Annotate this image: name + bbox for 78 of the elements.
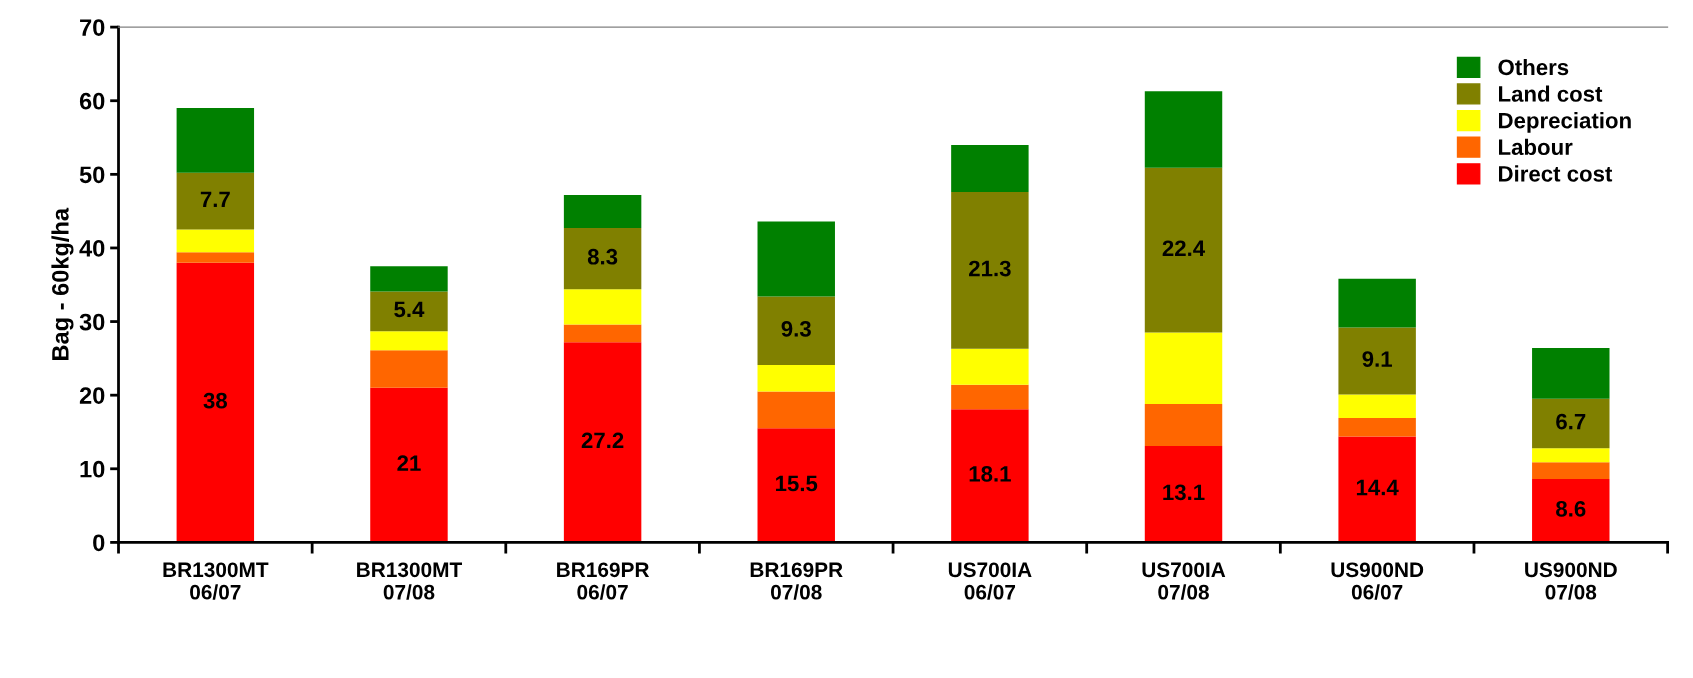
- data-label: 21.3: [969, 260, 1011, 277]
- y-axis-title: Bag - 60kg/ha: [51, 207, 74, 360]
- bar: [1338, 394, 1416, 418]
- bar: [951, 409, 1029, 543]
- x-tick-label: BR1300MT 06/07: [163, 562, 269, 600]
- y-tick-label: 0: [93, 534, 105, 552]
- x-tick-label: US900ND 06/07: [1331, 562, 1424, 600]
- bar: [176, 172, 255, 230]
- bar: [370, 387, 448, 543]
- data-label: 8.6: [1556, 500, 1586, 517]
- bar: [563, 342, 642, 543]
- bar: [1338, 418, 1416, 437]
- bar: [757, 365, 835, 392]
- bar: [757, 391, 835, 429]
- bar: [1144, 404, 1223, 446]
- y-tick-label: 40: [79, 240, 105, 257]
- y-tick-label: 30: [79, 313, 105, 331]
- data-label: 6.7: [1556, 413, 1586, 430]
- legend-label: Labour: [1499, 138, 1573, 156]
- y-tick-label: 60: [79, 92, 105, 110]
- bar: [176, 262, 255, 543]
- bar: [757, 221, 835, 297]
- bar: [1338, 278, 1416, 328]
- bar: [951, 144, 1029, 193]
- bar: [1338, 436, 1416, 543]
- bar: [563, 289, 642, 325]
- data-label: 9.1: [1362, 351, 1392, 367]
- data-label: 27.2: [581, 432, 624, 449]
- bar: [370, 291, 448, 332]
- data-label: 7.7: [200, 191, 230, 207]
- bar: [176, 252, 255, 263]
- data-label: 14.4: [1356, 479, 1399, 496]
- bar: [1532, 479, 1610, 543]
- bar: [1532, 348, 1610, 399]
- bar: [176, 108, 255, 173]
- bar: [370, 331, 448, 351]
- bar: [176, 229, 255, 253]
- y-tick-label: 10: [80, 460, 105, 478]
- bar: [951, 192, 1029, 349]
- bar: [1532, 448, 1610, 463]
- bar: [757, 428, 835, 543]
- y-tick-label: 50: [79, 166, 105, 184]
- bar: [951, 348, 1029, 385]
- bar: [1144, 91, 1223, 168]
- bar: [1338, 327, 1416, 395]
- data-label: 9.3: [781, 321, 811, 337]
- data-label: 21: [397, 455, 421, 471]
- bar: [1144, 445, 1223, 543]
- data-label: 15.5: [776, 475, 818, 492]
- bar: [1144, 167, 1223, 333]
- bar: [563, 194, 642, 229]
- legend-label: Others: [1498, 58, 1569, 76]
- bar: [757, 296, 835, 365]
- x-tick-label: BR169PR 06/07: [557, 562, 650, 600]
- x-tick-label: BR169PR 07/08: [750, 562, 843, 600]
- x-tick-label: US900ND 07/08: [1525, 562, 1617, 600]
- y-tick-label: 70: [80, 19, 105, 36]
- legend-label: Land cost: [1499, 85, 1603, 102]
- legend-label: Depreciation: [1499, 112, 1631, 133]
- legend-label: Direct cost: [1499, 165, 1613, 182]
- x-tick-label: US700IA 07/08: [1142, 562, 1226, 600]
- bar: [1532, 398, 1610, 449]
- x-tick-label: BR1300MT 07/08: [357, 562, 462, 600]
- bar: [370, 350, 448, 388]
- data-label: 5.4: [394, 301, 425, 318]
- bar: [563, 324, 642, 343]
- y-tick-label: 20: [79, 387, 105, 404]
- bar: [1532, 462, 1610, 480]
- bar: [370, 266, 448, 292]
- data-label: 18.1: [969, 466, 1011, 482]
- x-tick-label: US700IA 06/07: [948, 562, 1032, 600]
- data-label: 38: [203, 392, 228, 409]
- bar: [1144, 332, 1223, 405]
- data-label: 8.3: [587, 248, 618, 265]
- bar: [563, 228, 642, 290]
- bar: [951, 384, 1029, 410]
- data-label: 22.4: [1162, 240, 1206, 256]
- data-label: 13.1: [1163, 484, 1205, 501]
